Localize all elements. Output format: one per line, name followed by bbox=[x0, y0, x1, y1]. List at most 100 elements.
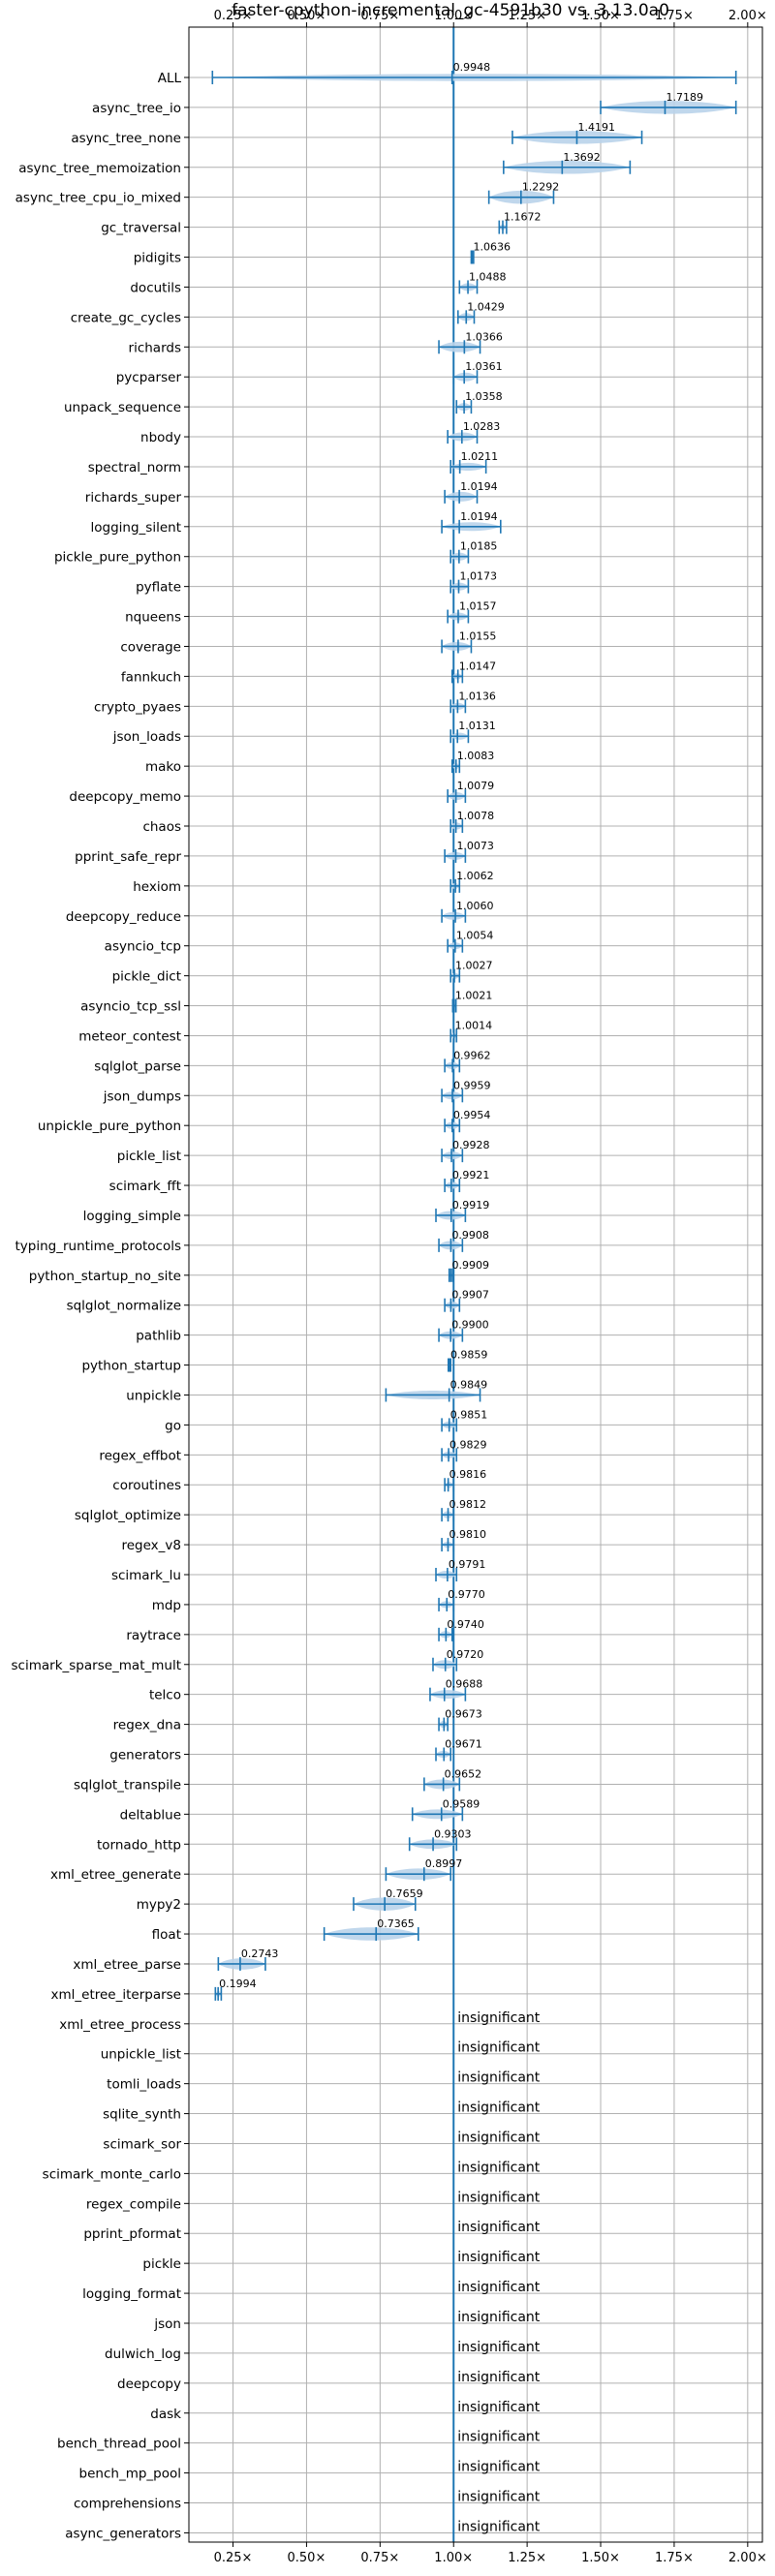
category-label: async_tree_memoization bbox=[18, 161, 181, 176]
category-label: json_loads bbox=[112, 729, 181, 745]
category-label: raytrace bbox=[126, 1628, 181, 1643]
category-label: json bbox=[153, 2316, 181, 2332]
data-value-label: 0.9907 bbox=[451, 1289, 489, 1302]
category-label: typing_runtime_protocols bbox=[16, 1239, 182, 1254]
category-label: sqlglot_normalize bbox=[67, 1299, 181, 1314]
data-value-label: 0.9740 bbox=[447, 1618, 484, 1631]
category-label: pprint_safe_repr bbox=[75, 849, 181, 865]
category-label: deepcopy_reduce bbox=[66, 909, 181, 925]
category-label: async_generators bbox=[65, 2526, 181, 2541]
insignificant-label: insignificant bbox=[457, 2070, 541, 2086]
plot-frame bbox=[188, 26, 763, 2543]
category-label: regex_dna bbox=[113, 1718, 181, 1733]
category-label: tomli_loads bbox=[107, 2077, 181, 2093]
category-label: chaos bbox=[142, 819, 181, 835]
insignificant-label: insignificant bbox=[457, 2490, 541, 2505]
x-tick-label-top: 0.75× bbox=[360, 9, 399, 23]
data-value-label: 0.9720 bbox=[447, 1648, 484, 1661]
category-label: pathlib bbox=[136, 1329, 181, 1344]
data-value-label: 1.0062 bbox=[456, 870, 494, 882]
data-value-label: 1.1672 bbox=[504, 211, 542, 224]
category-label: ALL bbox=[158, 71, 182, 86]
category-label: async_tree_cpu_io_mixed bbox=[16, 191, 181, 206]
insignificant-label: insignificant bbox=[457, 2370, 541, 2385]
insignificant-label: insignificant bbox=[457, 2310, 541, 2325]
data-value-label: 1.0027 bbox=[455, 960, 493, 972]
data-value-label: 1.0060 bbox=[456, 900, 494, 912]
data-value-label: 0.2743 bbox=[241, 1947, 279, 1960]
data-value-label: 0.9919 bbox=[452, 1199, 490, 1211]
category-label: fannkuch bbox=[121, 669, 181, 685]
x-tick-label-top: 0.50× bbox=[288, 9, 326, 23]
category-label: scimark_monte_carlo bbox=[43, 2166, 181, 2182]
category-label: create_gc_cycles bbox=[71, 310, 181, 325]
insignificant-label: insignificant bbox=[457, 2101, 541, 2116]
data-value-label: 0.9812 bbox=[450, 1498, 487, 1511]
category-label: regex_v8 bbox=[121, 1538, 181, 1553]
category-label: pickle_dict bbox=[112, 969, 181, 985]
category-label: xml_etree_generate bbox=[50, 1867, 181, 1883]
data-value-label: 0.9959 bbox=[453, 1079, 491, 1091]
category-label: pickle_list bbox=[117, 1149, 181, 1164]
category-label: mako bbox=[145, 759, 181, 775]
category-label: tornado_http bbox=[97, 1837, 181, 1853]
x-tick-label-bottom: 1.50× bbox=[581, 2551, 620, 2565]
category-label: richards bbox=[129, 340, 181, 355]
insignificant-label: insignificant bbox=[457, 2280, 541, 2295]
x-tick-label-top: 2.00× bbox=[728, 9, 767, 23]
insignificant-label: insignificant bbox=[457, 2460, 541, 2475]
data-value-label: 1.0014 bbox=[455, 1019, 493, 1031]
category-label: pickle_pure_python bbox=[54, 550, 181, 566]
data-value-label: 1.0361 bbox=[465, 360, 503, 373]
category-label: scimark_sparse_mat_mult bbox=[12, 1658, 181, 1673]
insignificant-label: insignificant bbox=[457, 2160, 541, 2175]
category-label: pidigits bbox=[134, 251, 181, 266]
data-value-label: 0.9671 bbox=[445, 1738, 482, 1751]
data-value-label: 0.9921 bbox=[452, 1169, 490, 1181]
data-value-label: 1.0366 bbox=[465, 330, 503, 343]
category-label: float bbox=[152, 1927, 181, 1943]
category-label: crypto_pyaes bbox=[94, 699, 181, 715]
data-value-label: 0.9652 bbox=[445, 1767, 482, 1780]
category-label: deepcopy_memo bbox=[69, 789, 181, 805]
category-label: comprehensions bbox=[74, 2497, 181, 2512]
data-value-label: 0.7659 bbox=[386, 1887, 423, 1900]
data-value-label: 0.9673 bbox=[445, 1708, 482, 1721]
category-label: xml_etree_iterparse bbox=[51, 1987, 182, 2003]
data-value-label: 0.9849 bbox=[450, 1378, 488, 1391]
data-value-label: 0.9303 bbox=[434, 1827, 472, 1840]
category-label: coroutines bbox=[112, 1478, 181, 1493]
x-tick-label-bottom: 0.75× bbox=[360, 2551, 399, 2565]
category-label: coverage bbox=[120, 639, 181, 655]
category-label: mdp bbox=[152, 1598, 181, 1613]
data-value-label: 1.0488 bbox=[469, 270, 507, 283]
data-value-label: 0.9908 bbox=[451, 1229, 489, 1242]
category-label: unpack_sequence bbox=[64, 400, 181, 415]
category-label: unpickle_list bbox=[101, 2047, 181, 2063]
data-value-label: 1.0358 bbox=[465, 390, 502, 403]
x-tick-label-top: 1.25× bbox=[508, 9, 546, 23]
data-value-label: 0.9851 bbox=[450, 1408, 488, 1421]
data-value-label: 1.7189 bbox=[666, 91, 703, 104]
category-label: python_startup bbox=[81, 1359, 181, 1374]
insignificant-label: insignificant bbox=[457, 2250, 541, 2265]
data-value-label: 1.0194 bbox=[460, 510, 498, 523]
x-tick-label-bottom: 0.25× bbox=[214, 2551, 253, 2565]
data-value-label: 1.0083 bbox=[457, 750, 495, 762]
data-value-label: 1.0636 bbox=[474, 241, 512, 254]
x-tick-label-bottom: 2.00× bbox=[728, 2551, 767, 2565]
data-value-label: 0.9688 bbox=[446, 1678, 483, 1691]
category-label: nbody bbox=[140, 430, 181, 445]
category-label: bench_thread_pool bbox=[57, 2437, 181, 2452]
x-tick-label-bottom: 0.50× bbox=[288, 2551, 326, 2565]
category-label: async_tree_none bbox=[71, 131, 181, 146]
category-label: telco bbox=[149, 1688, 181, 1703]
x-tick-label-top: 1.50× bbox=[581, 9, 620, 23]
data-value-label: 1.0073 bbox=[456, 840, 494, 852]
data-value-label: 1.0173 bbox=[459, 570, 497, 583]
category-label: pickle bbox=[142, 2256, 181, 2272]
category-label: scimark_sor bbox=[103, 2136, 181, 2152]
data-value-label: 0.9962 bbox=[453, 1049, 491, 1061]
data-value-label: 1.0147 bbox=[459, 659, 497, 672]
